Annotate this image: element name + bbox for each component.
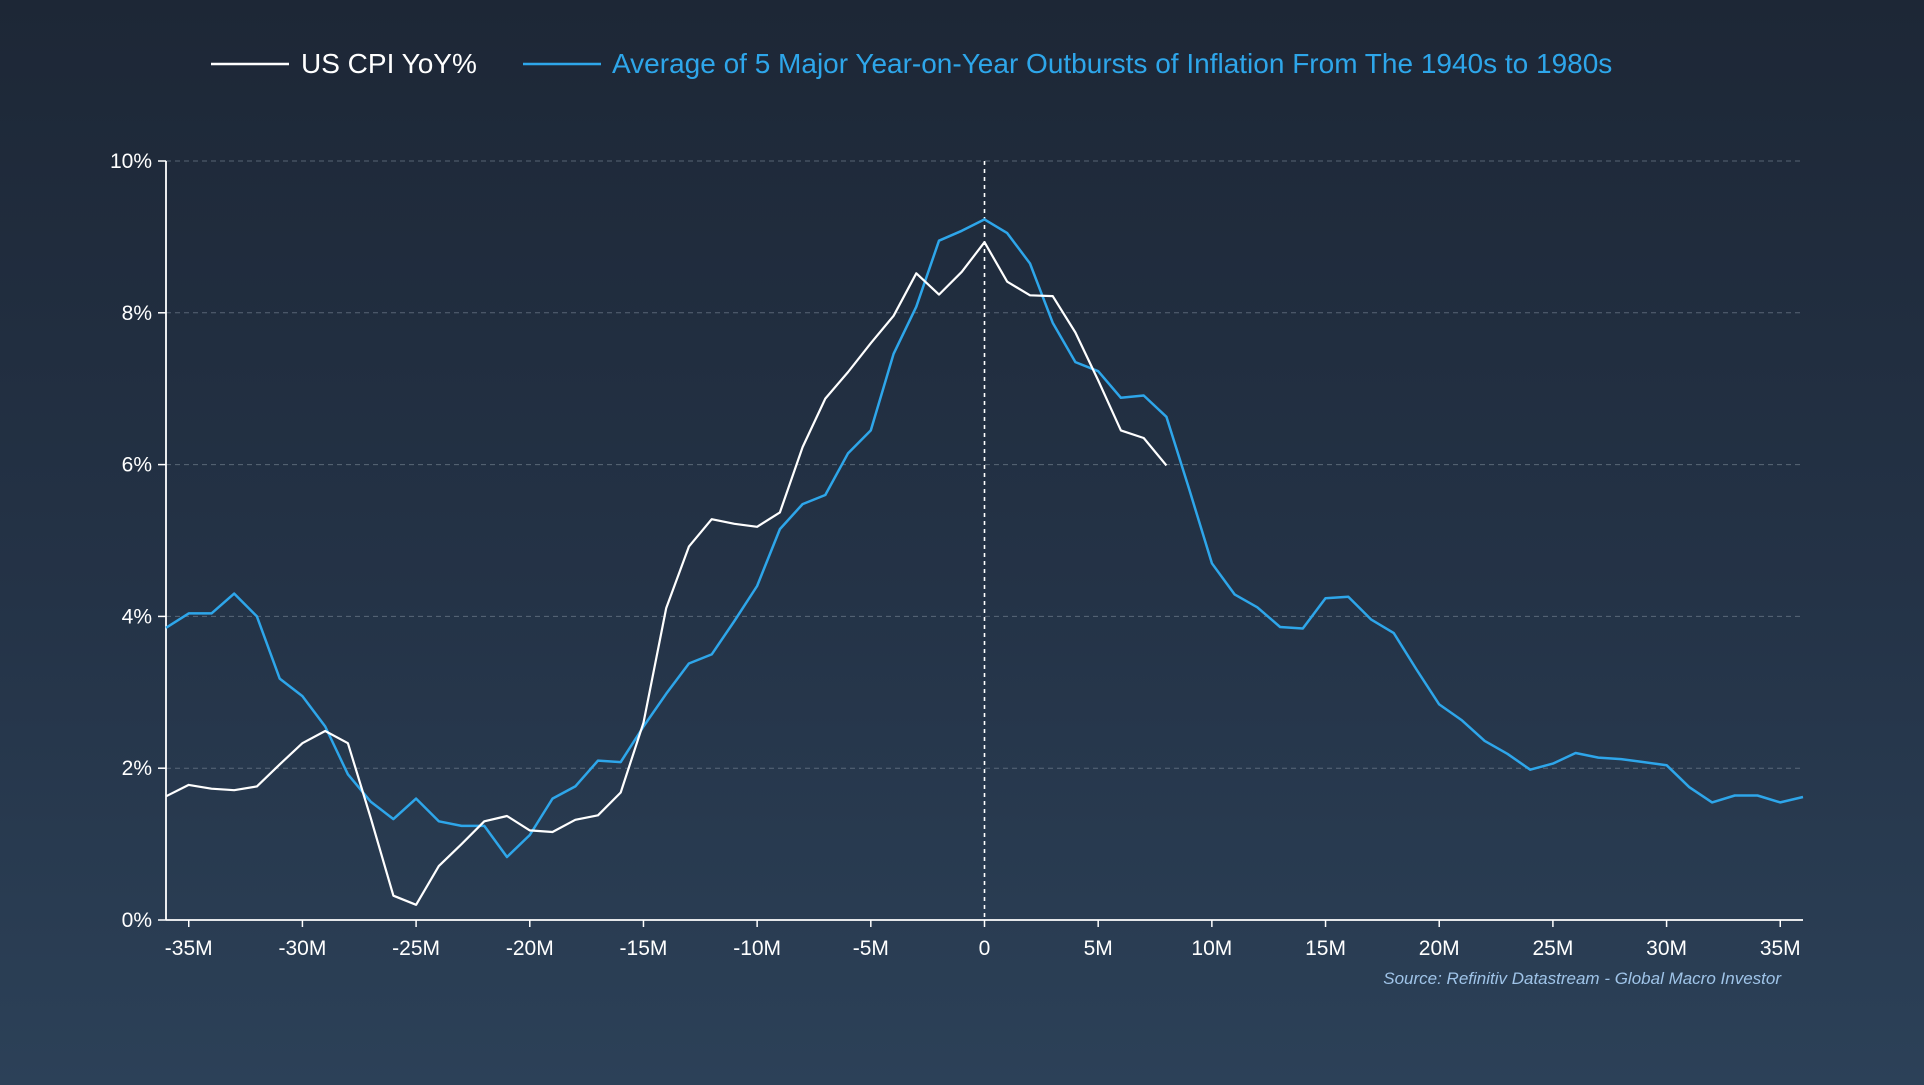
y-tick-label: 4% bbox=[122, 605, 152, 628]
gridlines bbox=[166, 160, 1803, 769]
x-tick-label: 35M bbox=[1760, 937, 1801, 960]
y-tick-label: 6% bbox=[122, 454, 152, 477]
x-tick-label: -5M bbox=[853, 937, 889, 960]
plot-area: 0% 2% 4% 6% 8% 10% -35M -30M -25M -20M -15M -10M -5… bbox=[110, 150, 1804, 960]
x-tick-label: 25M bbox=[1532, 937, 1573, 960]
x-tick-label: 5M bbox=[1084, 937, 1113, 960]
y-tick-label: 10% bbox=[110, 150, 152, 173]
y-tick-labels: 0% 2% 4% 6% 8% 10% bbox=[110, 150, 166, 932]
x-tick-label: -30M bbox=[278, 937, 326, 960]
legend-label-us-cpi: US CPI YoY% bbox=[301, 48, 477, 79]
legend: US CPI YoY% Average of 5 Major Year-on-Y… bbox=[211, 48, 1612, 79]
y-tick-label: 8% bbox=[122, 302, 152, 325]
series-line-average-outbursts bbox=[165, 218, 1804, 859]
x-tick-label: 15M bbox=[1305, 937, 1346, 960]
x-tick-label: -25M bbox=[392, 937, 440, 960]
x-tick-label: 30M bbox=[1646, 937, 1687, 960]
x-tick-label: -20M bbox=[506, 937, 554, 960]
series-line-us-cpi bbox=[165, 241, 1168, 906]
x-tick-labels: -35M -30M -25M -20M -15M -10M -5M 0 5M 10M 15M 20M 2… bbox=[165, 920, 1801, 960]
x-tick-label: -35M bbox=[165, 937, 213, 960]
source-note: Source: Refinitiv Datastream - Global Ma… bbox=[1383, 969, 1782, 988]
x-tick-label: -10M bbox=[733, 937, 781, 960]
y-tick-label: 0% bbox=[122, 909, 152, 932]
x-tick-label: 0 bbox=[979, 937, 991, 960]
x-tick-label: 10M bbox=[1191, 937, 1232, 960]
y-tick-label: 2% bbox=[122, 757, 152, 780]
x-tick-label: -15M bbox=[620, 937, 668, 960]
legend-label-average-outbursts: Average of 5 Major Year-on-Year Outburst… bbox=[612, 48, 1612, 79]
x-tick-label: 20M bbox=[1419, 937, 1460, 960]
